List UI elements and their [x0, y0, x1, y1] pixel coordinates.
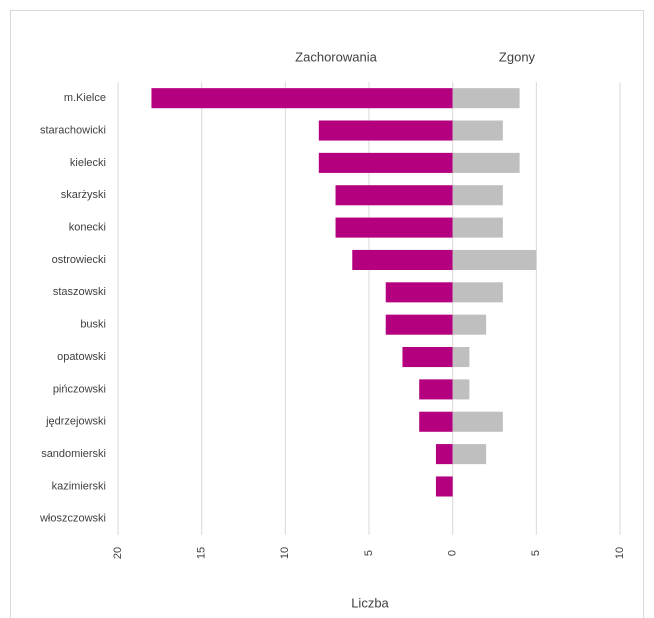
bar — [318, 152, 453, 173]
x-tick-label: 0 — [447, 550, 459, 556]
y-tick-label: kazimierski — [52, 480, 106, 492]
y-tick-label: włoszczowski — [39, 513, 106, 525]
bar — [385, 314, 453, 335]
x-tick-label: 10 — [614, 547, 626, 559]
bar — [452, 185, 503, 206]
y-tick-label: buski — [80, 319, 106, 331]
bar — [452, 444, 487, 465]
x-tick-label: 15 — [196, 547, 208, 559]
bar — [452, 314, 487, 335]
y-tick-label: kielecki — [70, 157, 106, 169]
bar — [452, 249, 537, 270]
y-tick-label: starachowicki — [40, 124, 106, 136]
series-label: Zachorowania — [295, 49, 377, 64]
y-tick-label: sandomierski — [41, 448, 106, 460]
bar — [452, 120, 503, 141]
x-tick-label: 5 — [363, 550, 375, 556]
bar — [385, 282, 453, 303]
x-tick-label: 20 — [112, 547, 124, 559]
y-tick-label: jędrzejowski — [45, 416, 106, 428]
series-label: Zgony — [499, 49, 536, 64]
bar — [419, 411, 453, 432]
bar — [352, 249, 453, 270]
bar — [435, 444, 453, 465]
bar — [402, 347, 453, 368]
y-tick-label: ostrowiecki — [52, 254, 106, 266]
bar — [151, 88, 453, 109]
x-axis-title: Liczba — [351, 595, 389, 610]
bar — [318, 120, 453, 141]
bar — [452, 411, 503, 432]
y-tick-label: skarżyski — [61, 189, 106, 201]
x-tick-label: 10 — [279, 547, 291, 559]
y-tick-label: m.Kielce — [64, 92, 106, 104]
y-tick-label: pińczowski — [53, 383, 106, 395]
y-tick-label: konecki — [69, 222, 106, 234]
bar — [419, 379, 453, 400]
x-tick-label: 5 — [530, 550, 542, 556]
bar — [452, 217, 503, 238]
bar — [452, 379, 470, 400]
bar — [435, 476, 453, 497]
bar — [452, 347, 470, 368]
y-tick-label: staszowski — [53, 286, 106, 298]
chart-border — [10, 10, 644, 618]
bar — [452, 282, 503, 303]
bar — [452, 88, 520, 109]
y-tick-label: opatowski — [57, 351, 106, 363]
bar — [335, 185, 453, 206]
bar — [452, 152, 520, 173]
bar — [335, 217, 453, 238]
